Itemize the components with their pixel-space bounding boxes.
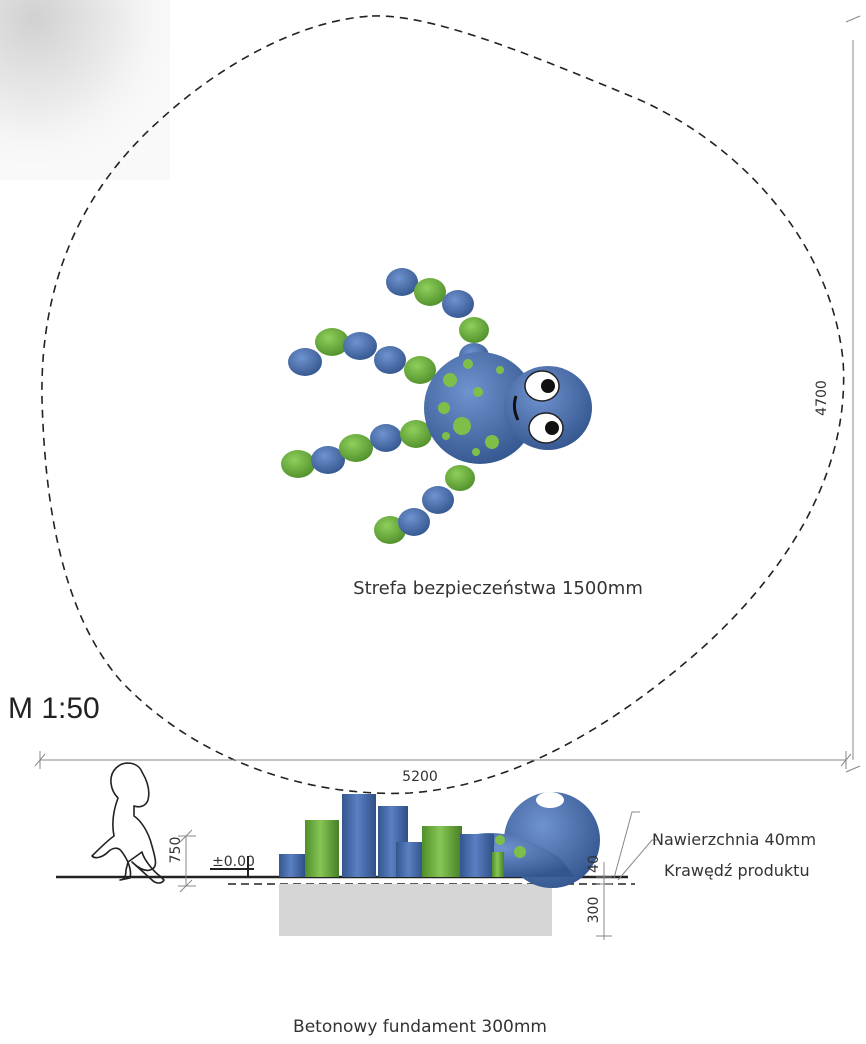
figure-height-dimension: 750	[168, 837, 184, 864]
product-edge-leader	[617, 839, 658, 881]
scale-label: M 1:50	[8, 692, 100, 725]
concrete-foundation	[279, 884, 552, 936]
surface-dimension: 40	[586, 855, 602, 873]
surface-leader	[613, 811, 640, 879]
dim-tick-4700-bottom	[845, 765, 861, 773]
dim-750-slash-bottom	[179, 879, 193, 893]
foundation-dimension: 300	[586, 897, 602, 924]
safety-zone-label: Strefa bezpieczeństwa 1500mm	[353, 578, 643, 599]
octopus-side-view	[279, 792, 600, 888]
foundation-label: Betonowy fundament 300mm	[293, 1017, 547, 1037]
safety-zone-outline	[41, 15, 845, 795]
surface-label: Nawierzchnia 40mm	[652, 830, 816, 849]
dim-tick-5200-left-slash	[34, 753, 46, 767]
octopus-top-view	[281, 268, 592, 544]
photo-edge	[0, 0, 170, 180]
product-edge-label: Krawędź produktu	[664, 861, 810, 880]
ground-level-label: ±0.00	[212, 854, 255, 870]
child-silhouette	[91, 762, 165, 884]
dim-750-slash-top	[179, 829, 193, 843]
height-dimension: 4700	[814, 380, 830, 416]
level-marker-icon	[210, 856, 254, 877]
dim-tick-5200-right-slash	[840, 753, 852, 767]
width-dimension: 5200	[402, 769, 438, 785]
dim-tick-4700-top	[845, 15, 861, 23]
